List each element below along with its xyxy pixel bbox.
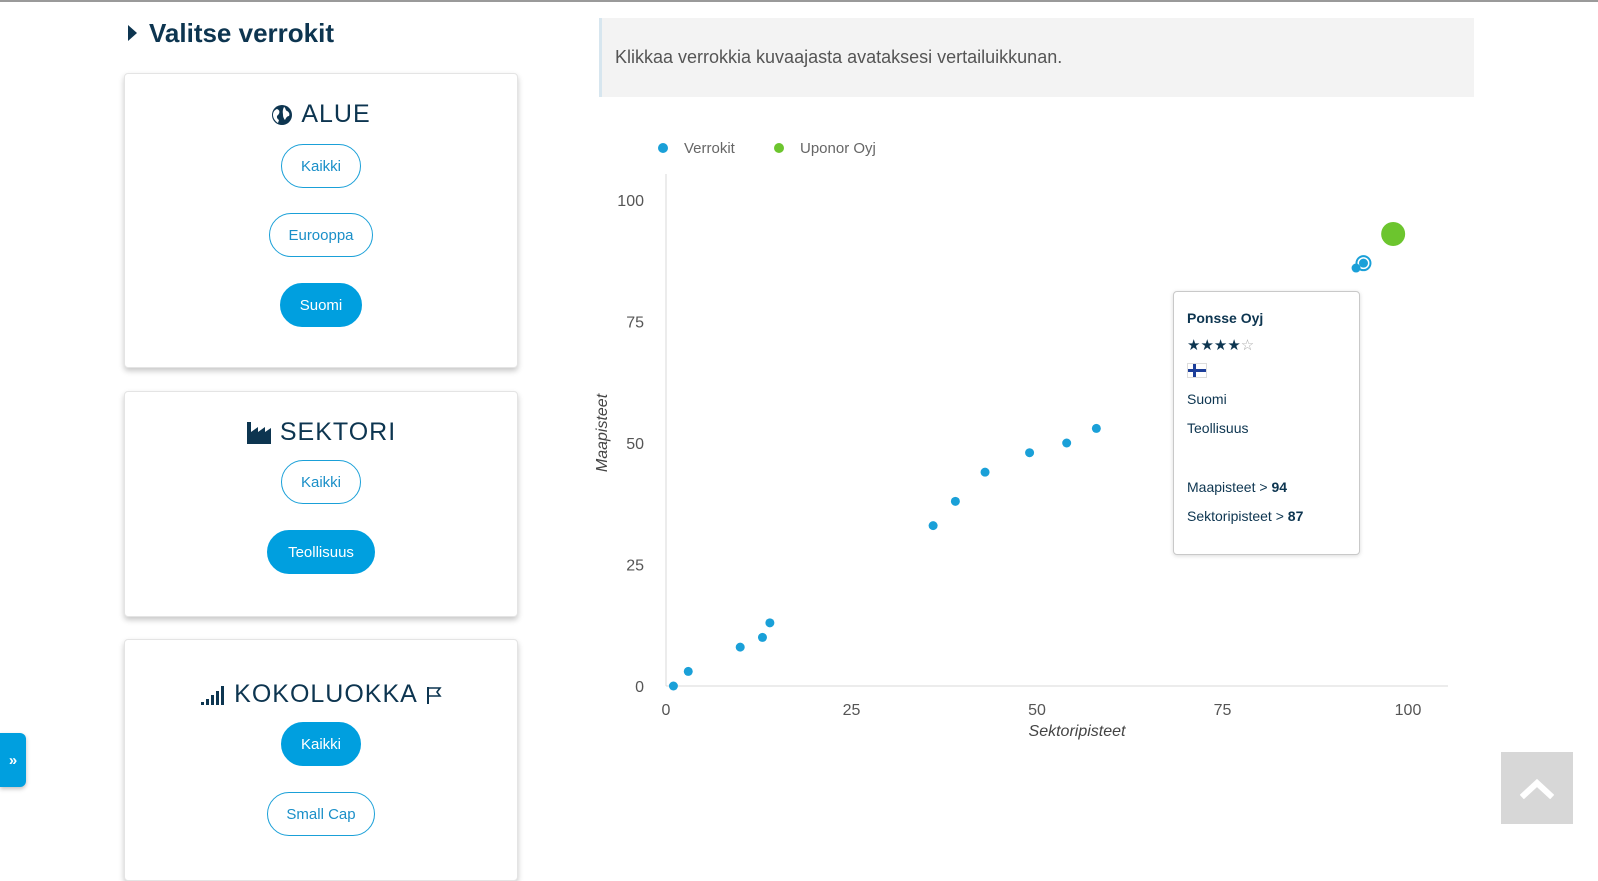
tooltip-company-name: Ponsse Oyj xyxy=(1187,310,1264,326)
open-sidebar-button[interactable]: » xyxy=(0,733,26,787)
chevron-up-icon xyxy=(1520,778,1554,799)
peer-point xyxy=(928,521,938,531)
peer-point xyxy=(950,496,960,506)
scatter-chart: 0 25 50 75 100 0 25 50 75 100 Sektoripisteet Maapis… xyxy=(594,140,1448,740)
star-filled-icons: ★★★★ xyxy=(1187,337,1241,354)
y-tick-label: 50 xyxy=(626,436,644,453)
x-tick-label: 0 xyxy=(662,702,671,719)
peer-point xyxy=(668,681,678,691)
maapisteet-label: Maapisteet > xyxy=(1187,479,1268,495)
factory-icon xyxy=(246,421,271,444)
peer-point xyxy=(1062,438,1072,448)
legend-marker xyxy=(658,143,668,153)
tooltip-maapisteet: Maapisteet > 94 xyxy=(1187,479,1346,495)
legend-label: Uponor Oyj xyxy=(800,140,876,157)
peer-point xyxy=(757,632,767,642)
x-tick-label: 25 xyxy=(843,702,861,719)
y-axis-label: Maapisteet xyxy=(594,393,611,472)
flag-icon[interactable] xyxy=(426,685,442,705)
y-tick-label: 0 xyxy=(635,679,644,696)
chart-tooltip: Ponsse Oyj ★★★★☆ Suomi Teollisuus Maapis… xyxy=(1173,291,1360,555)
legend-label: Verrokit xyxy=(684,140,736,157)
card-title-text: SEKTORI xyxy=(279,418,397,446)
highlight-company-point xyxy=(1381,222,1406,247)
legend-marker xyxy=(774,143,784,153)
sektoripisteet-value: 87 xyxy=(1287,508,1304,524)
peer-point xyxy=(683,666,693,676)
hovered-point xyxy=(1359,259,1368,268)
alue-option-eurooppa[interactable]: Eurooppa xyxy=(269,213,373,257)
maapisteet-value: 94 xyxy=(1271,479,1288,495)
x-tick-label: 75 xyxy=(1214,702,1232,719)
x-tick-label: 100 xyxy=(1395,702,1422,719)
tooltip-sektoripisteet: Sektoripisteet > 87 xyxy=(1187,508,1346,524)
card-title-text: KOKOLUOKKA xyxy=(234,680,418,708)
x-tick-label: 50 xyxy=(1028,702,1046,719)
peer-point xyxy=(1025,448,1035,458)
filter-card-sektori: SEKTORI Kaikki Teollisuus xyxy=(124,391,518,617)
peer-point xyxy=(980,467,990,477)
y-tick-label: 100 xyxy=(617,193,644,210)
y-tick-label: 25 xyxy=(626,558,644,575)
card-title-alue: ALUE xyxy=(125,100,517,129)
double-chevron-right-icon: » xyxy=(8,751,18,769)
peer-point xyxy=(765,618,775,628)
info-text: Klikkaa verrokkia kuvaajasta avataksesi … xyxy=(615,47,1063,67)
card-title-sektori: SEKTORI xyxy=(125,418,517,447)
alue-option-kaikki[interactable]: Kaikki xyxy=(281,144,361,188)
star-empty-icon: ☆ xyxy=(1240,337,1255,354)
back-to-top-button[interactable] xyxy=(1501,752,1573,824)
card-title-kokoluokka: KOKOLUOKKA xyxy=(125,680,517,709)
caret-right-icon xyxy=(128,25,137,41)
globe-icon xyxy=(272,104,293,125)
sektoripisteet-label: Sektoripisteet > xyxy=(1187,508,1284,524)
x-axis-label: Sektoripisteet xyxy=(1029,723,1126,740)
sektori-option-kaikki[interactable]: Kaikki xyxy=(281,460,361,504)
sektori-option-teollisuus[interactable]: Teollisuus xyxy=(267,530,375,574)
filter-card-alue: ALUE Kaikki Eurooppa Suomi xyxy=(124,73,518,368)
kokoluokka-option-small-cap[interactable]: Small Cap xyxy=(267,792,375,836)
top-border xyxy=(0,0,1598,2)
section-title: Valitse verrokit xyxy=(149,17,334,48)
tooltip-country: Suomi xyxy=(1187,391,1227,407)
y-tick-label: 75 xyxy=(626,315,644,332)
peer-point xyxy=(1091,423,1101,433)
tooltip-rating: ★★★★☆ xyxy=(1187,336,1346,354)
card-title-text: ALUE xyxy=(301,100,371,128)
info-box: Klikkaa verrokkia kuvaajasta avataksesi … xyxy=(599,18,1474,97)
peer-point xyxy=(735,642,745,652)
filter-card-kokoluokka: KOKOLUOKKA Kaikki Small Cap xyxy=(124,639,518,881)
kokoluokka-option-kaikki[interactable]: Kaikki xyxy=(281,722,361,766)
tooltip-sector: Teollisuus xyxy=(1187,420,1249,436)
signal-bars-icon xyxy=(201,685,225,705)
alue-option-suomi[interactable]: Suomi xyxy=(280,283,362,327)
finland-flag-icon xyxy=(1187,363,1207,378)
section-heading[interactable]: Valitse verrokit xyxy=(128,16,334,50)
hovered-point-ring xyxy=(1355,255,1372,272)
peer-point xyxy=(1351,263,1361,273)
